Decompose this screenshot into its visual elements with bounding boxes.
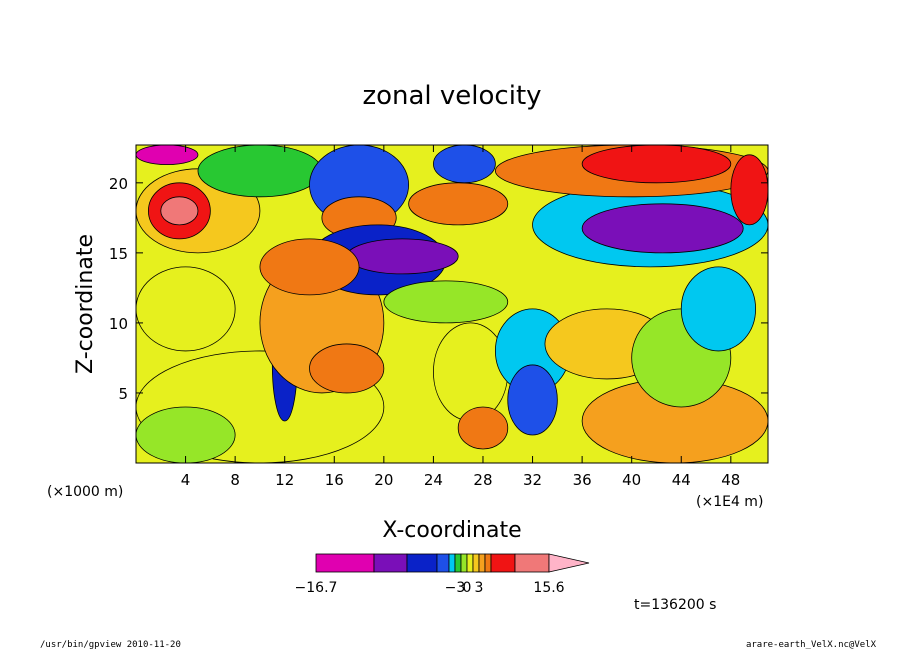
x-tick-label: 16 — [325, 471, 344, 489]
colorbar-box — [406, 553, 438, 573]
velocity-region — [136, 406, 236, 463]
plot-frame — [135, 144, 769, 464]
x-tick-label: 20 — [374, 471, 393, 489]
colorbar-box — [460, 553, 468, 573]
x-tick-label: 40 — [622, 471, 641, 489]
x-tick-label: 48 — [721, 471, 740, 489]
y-tick-label: 5 — [118, 385, 128, 403]
x-tick-label: 36 — [573, 471, 592, 489]
velocity-region — [259, 238, 360, 296]
time-label: t=136200 s — [634, 597, 716, 613]
velocity-field — [136, 145, 768, 463]
velocity-region — [581, 145, 732, 184]
colorbar-label: −16.7 — [295, 580, 338, 596]
y-tick-label: 20 — [109, 175, 128, 193]
x-unit-right: (×1E4 m) — [696, 494, 763, 510]
chart-title: zonal velocity — [362, 81, 541, 111]
x-axis: 4 8 12 16 20 24 28 32 36 40 44 48 — [181, 145, 740, 489]
footer-left: /usr/bin/gpview 2010-11-20 — [40, 640, 181, 650]
velocity-region — [408, 182, 509, 226]
x-tick-label: 44 — [672, 471, 691, 489]
velocity-region — [197, 145, 323, 198]
velocity-region — [383, 280, 509, 324]
velocity-region — [457, 406, 509, 450]
y-tick-label: 10 — [109, 315, 128, 333]
colorbar-box — [315, 553, 375, 573]
x-tick-label: 32 — [523, 471, 542, 489]
colorbar-box — [490, 553, 516, 573]
velocity-region — [581, 203, 744, 254]
colorbar-box — [436, 553, 450, 573]
velocity-region — [433, 145, 496, 184]
colorbar-box — [466, 553, 474, 573]
colorbar-box — [472, 553, 480, 573]
x-tick-label: 24 — [424, 471, 443, 489]
velocity-region — [507, 364, 558, 436]
x-unit-left: (×1000 m) — [47, 484, 123, 500]
colorbar — [315, 553, 590, 573]
velocity-region — [309, 343, 385, 394]
x-tick-label: 28 — [473, 471, 492, 489]
velocity-region — [136, 266, 236, 352]
y-tick-label: 15 — [109, 245, 128, 263]
velocity-region — [433, 322, 509, 422]
colorbar-box — [448, 553, 456, 573]
x-tick-label: 12 — [275, 471, 294, 489]
footer-right: arare-earth_VelX.nc@VelX — [745, 640, 876, 650]
velocity-region — [346, 238, 459, 275]
colorbar-label: 0 — [463, 580, 472, 596]
velocity-region — [136, 145, 199, 166]
colorbar-label: 3 — [475, 580, 484, 596]
velocity-region — [730, 154, 768, 226]
colorbar-box — [478, 553, 486, 573]
x-tick-label: 8 — [230, 471, 240, 489]
y-axis: 5 10 15 20 — [109, 175, 768, 403]
velocity-region — [680, 266, 757, 352]
colorbar-label: −3 — [445, 580, 466, 596]
colorbar-box — [454, 553, 462, 573]
colorbar-box — [484, 553, 492, 573]
x-tick-label: 4 — [181, 471, 191, 489]
velocity-region — [160, 196, 199, 226]
x-axis-label: X-coordinate — [382, 518, 521, 543]
colorbar-label: 15.6 — [533, 580, 564, 596]
colorbar-box — [514, 553, 550, 573]
colorbar-box — [373, 553, 408, 573]
colorbar-labels: −16.7 −30 3 15.6 — [295, 580, 565, 596]
y-axis-label: Z-coordinate — [73, 234, 98, 374]
colorbar-arrow — [548, 553, 590, 573]
